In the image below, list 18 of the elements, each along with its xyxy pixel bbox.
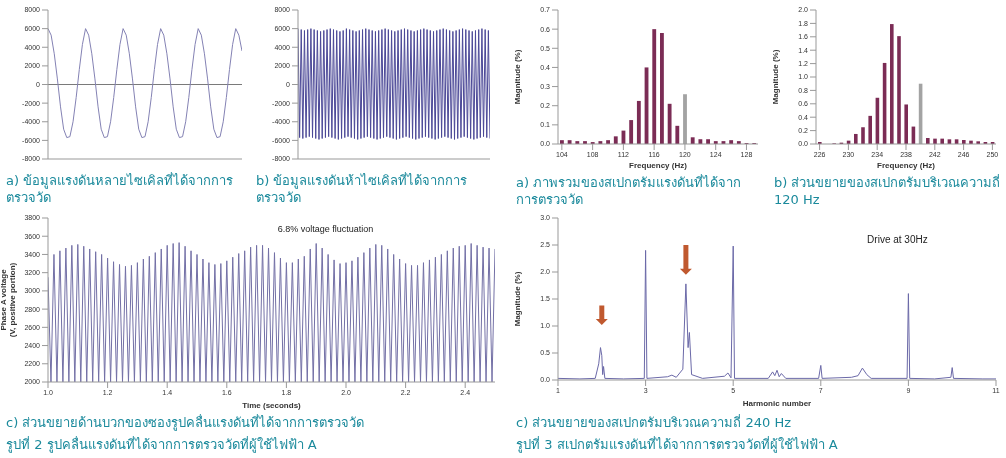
y-axis-title: Magnitude (%) — [513, 271, 522, 327]
text: a) ข้อมูลแรงดันหลายไซเคิลที่ได้จากการตรวจวัด — [6, 172, 235, 206]
y-axis-title: Phase A voltage (V, positive portion) — [0, 262, 18, 338]
text: รูปที่ 2 รูปคลื่นแรงดันที่ได้จากการตรวจวัดที่ผู้ใช้ไฟฟ้า A — [6, 436, 318, 453]
y-axis-title: Magnitude (%) — [771, 49, 780, 105]
y-axis-title: Magnitude (%) — [513, 49, 522, 105]
text: a) ภาพรวมของสเปกตรัมแรงดันที่ได้จากการตรวจวัด — [516, 174, 743, 208]
text: c) ส่วนขยายของสเปกตรัมบริเวณความถี่ 240 Hz — [516, 414, 793, 431]
text: c) ส่วนขยายด้านบวกของซองรูปคลื่นแรงดันที่ได้จากการตรวจวัด — [6, 414, 366, 431]
x-axis-title: Frequency (Hz) — [629, 161, 688, 170]
annotation: 6.8% voltage fluctuation — [277, 224, 374, 234]
text: b) ส่วนขยายของสเปกตรัมบริเวณความถี่ 120 Hz — [774, 174, 1002, 208]
text: b) ข้อมูลแรงดันห้าไซเคิลที่ได้จากการตรวจวัด — [256, 172, 469, 206]
x-axis-title: Harmonic number — [742, 399, 812, 408]
x-axis-title: Time (seconds) — [242, 401, 302, 410]
annotation: Drive at 30Hz — [867, 234, 928, 245]
text: รูปที่ 3 สเปกตรัมแรงดันที่ได้จากการตรวจวัดที่ผู้ใช้ไฟฟ้า A — [516, 436, 839, 453]
x-axis-title: Frequency (Hz) — [877, 161, 936, 170]
